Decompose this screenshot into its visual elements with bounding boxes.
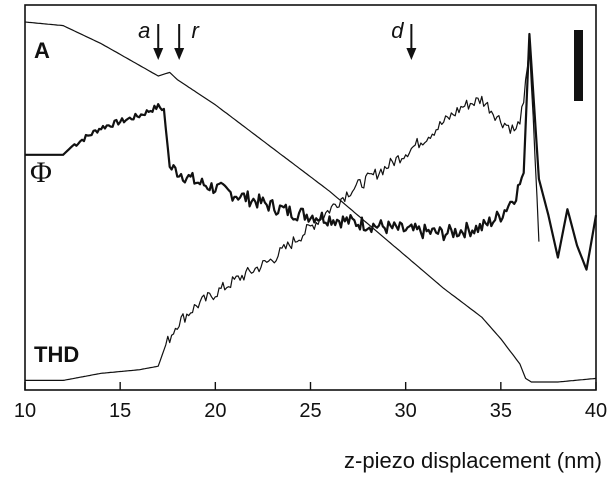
trace-label-thd: THD bbox=[34, 342, 79, 367]
marker-arrow-head bbox=[153, 48, 164, 60]
plot-frame bbox=[24, 4, 597, 391]
trace-label-a: A bbox=[34, 38, 50, 63]
x-tick-label-25: 25 bbox=[299, 400, 321, 422]
marker-arrow-head bbox=[406, 48, 417, 60]
series-line-phi bbox=[25, 32, 598, 271]
marker-label: r bbox=[192, 18, 201, 43]
x-tick-label-10: 10 bbox=[14, 400, 36, 422]
x-axis-tick-labels: 10 15 20 25 30 35 40 bbox=[14, 400, 607, 422]
x-tick-label-15: 15 bbox=[109, 400, 131, 422]
marker-label: a bbox=[138, 18, 150, 43]
x-tick-label-40: 40 bbox=[585, 400, 607, 422]
series-line-thd bbox=[25, 44, 540, 381]
x-axis-ticks bbox=[24, 382, 597, 390]
marker-d: d bbox=[391, 18, 417, 60]
series-line-a bbox=[24, 21, 597, 383]
marker-arrow-head bbox=[174, 48, 185, 60]
x-tick-label-35: 35 bbox=[490, 400, 512, 422]
marker-r: r bbox=[174, 18, 201, 60]
marker-label: d bbox=[391, 18, 404, 43]
scale-bar bbox=[574, 30, 583, 101]
x-axis-label: z-piezo displacement (nm) bbox=[344, 448, 602, 473]
trace-label-phi: Φ bbox=[30, 156, 52, 189]
series-layer bbox=[24, 21, 598, 383]
x-tick-label-30: 30 bbox=[395, 400, 417, 422]
x-tick-label-20: 20 bbox=[204, 400, 226, 422]
marker-a: a bbox=[138, 18, 164, 60]
